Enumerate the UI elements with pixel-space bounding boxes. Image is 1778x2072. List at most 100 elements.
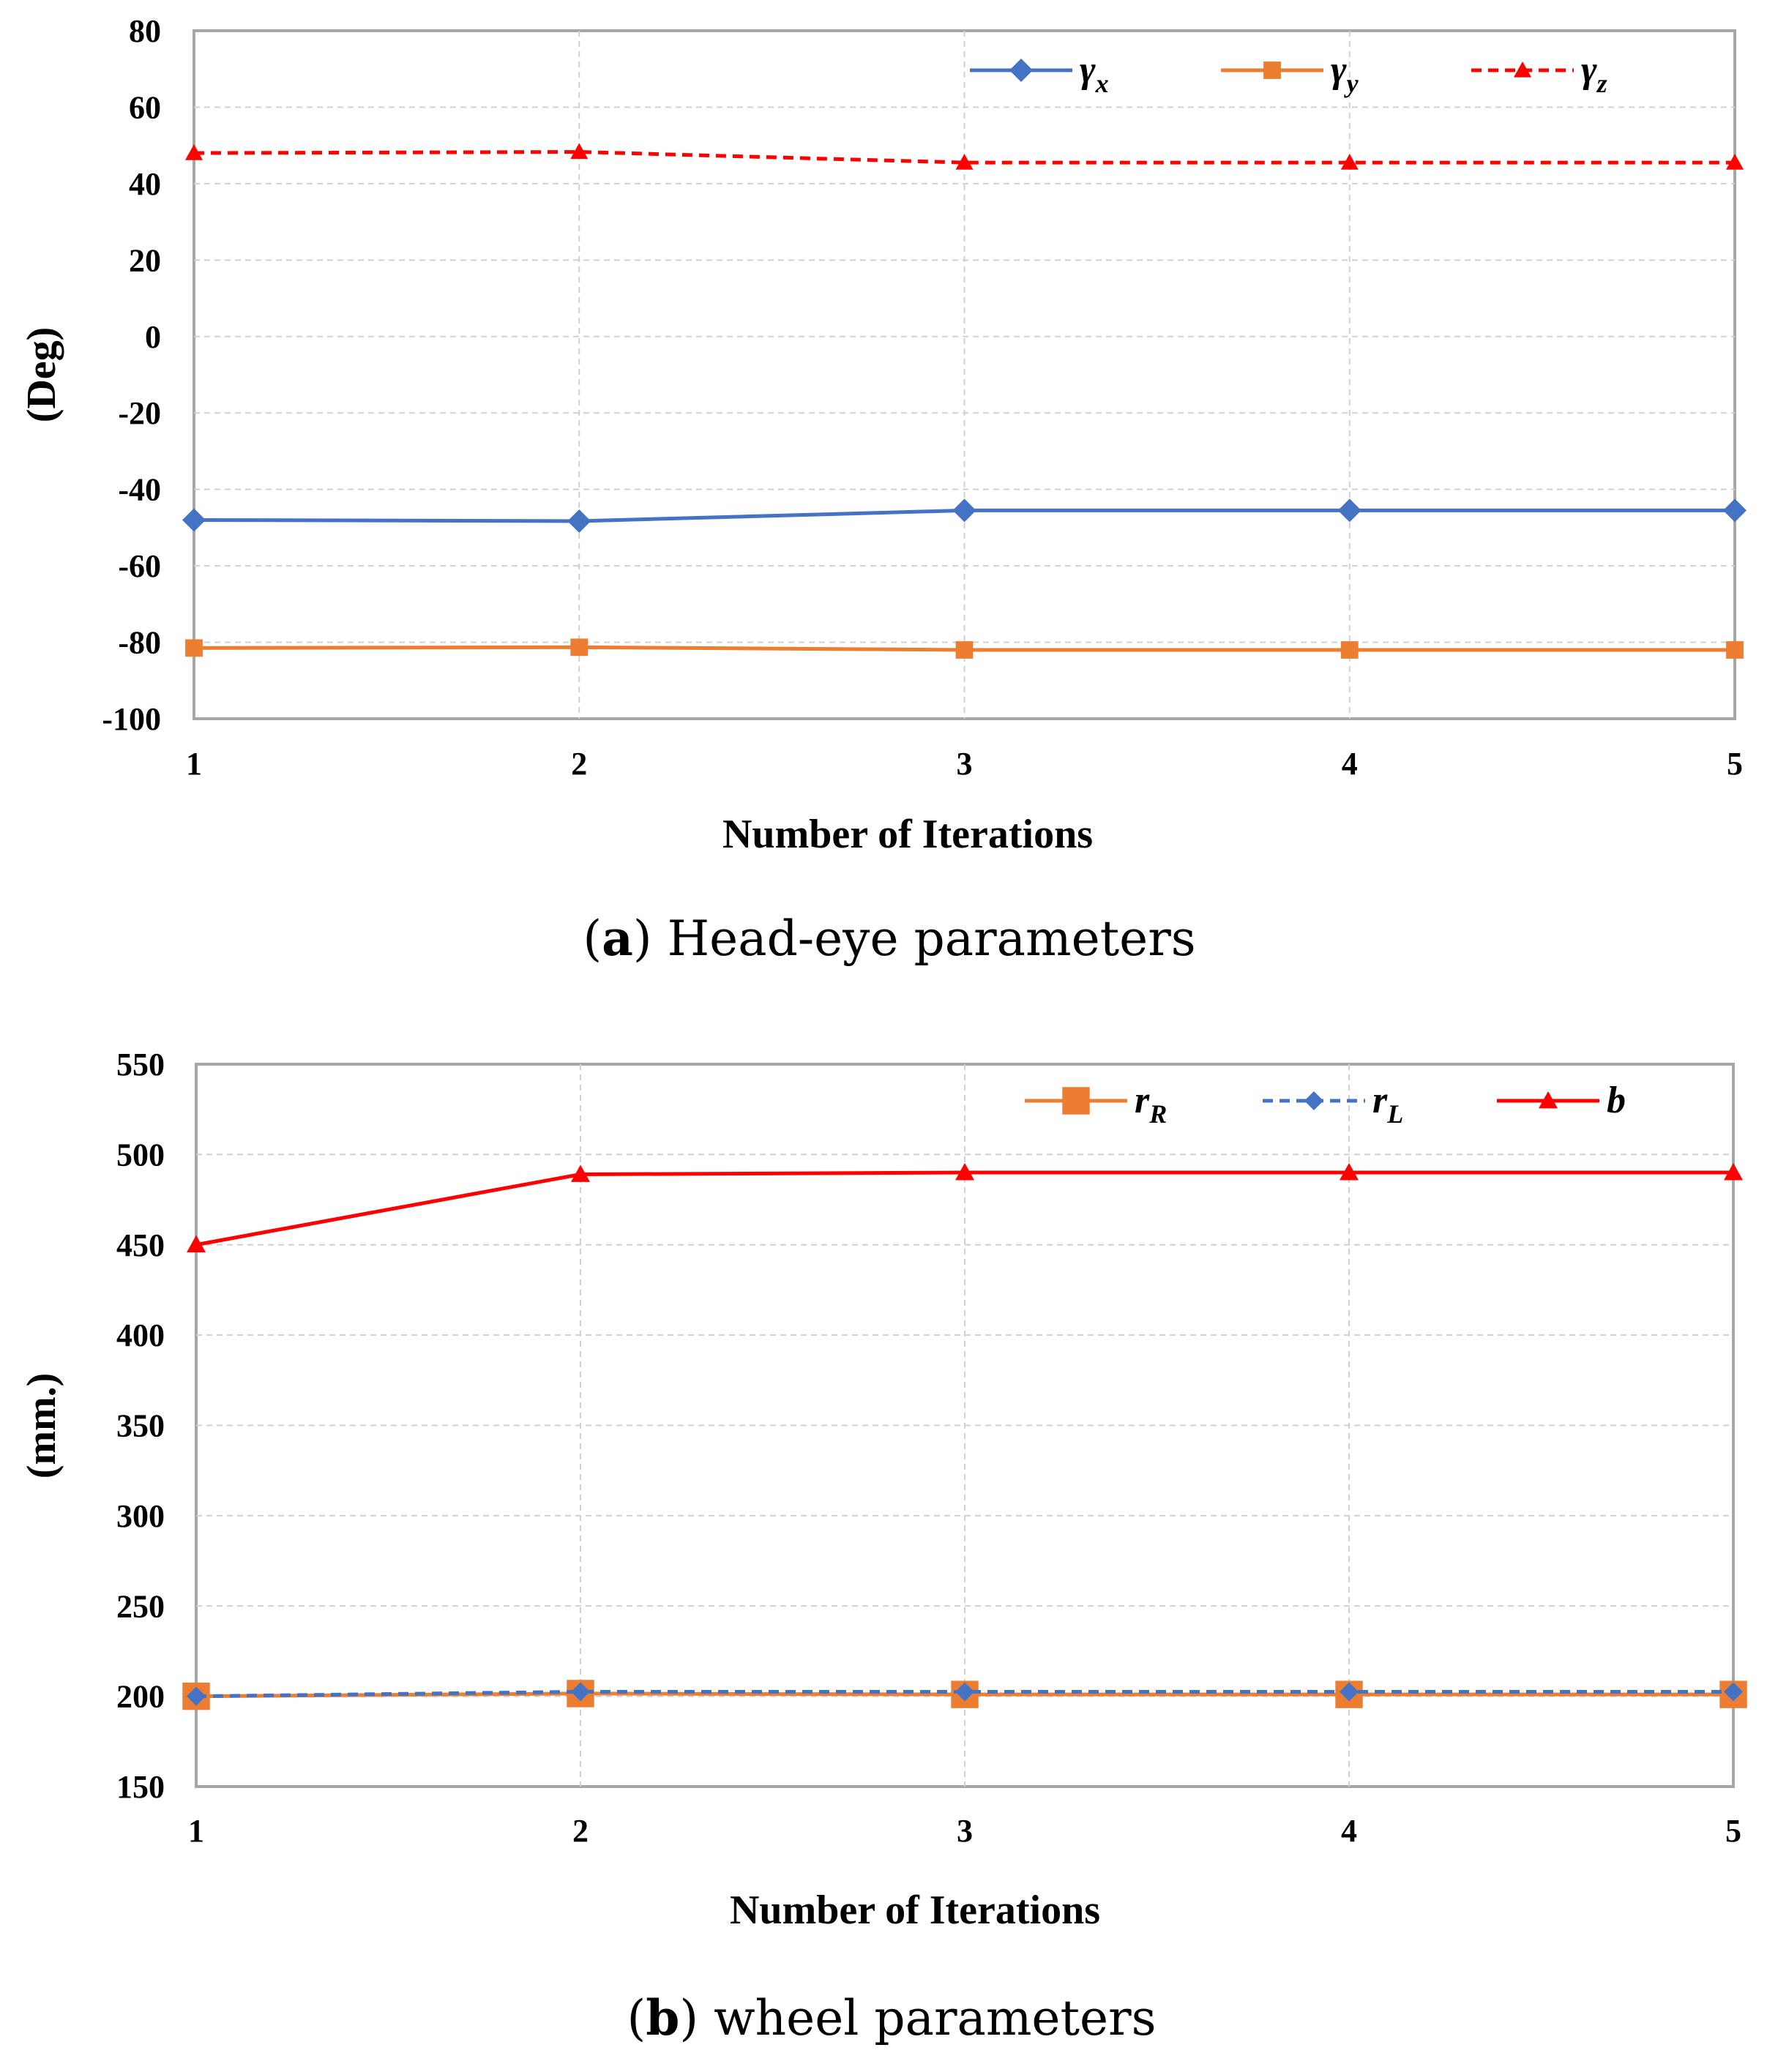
x-tick-label: 5 [1725, 1813, 1741, 1849]
data-point [187, 1686, 206, 1706]
y-tick-label: 0 [145, 319, 161, 355]
x-tick-label: 2 [572, 1813, 589, 1849]
legend-item-γz: γz [1471, 49, 1607, 98]
legend-label: γy [1331, 49, 1359, 98]
x-axis-title-b: Number of Iterations [730, 1888, 1100, 1933]
y-tick-label: 350 [116, 1408, 165, 1444]
data-point [182, 508, 206, 532]
y-tick-labels-a: 80 60 40 20 0 -20 -40 -60 -80 -100 [102, 13, 161, 737]
data-point [187, 1235, 206, 1253]
data-point [955, 641, 974, 659]
legend-marker [1514, 61, 1531, 78]
y-tick-labels-b: 550 500 450 400 350 300 250 200 150 [116, 1047, 165, 1805]
y-tick-label: 20 [129, 242, 161, 278]
caption-b-text: wheel parameters [698, 1990, 1156, 2046]
data-point [955, 1163, 974, 1181]
series-γx [182, 498, 1747, 534]
legend-marker [1304, 1091, 1323, 1110]
data-point [571, 1164, 590, 1182]
data-point [952, 498, 976, 523]
data-point [1340, 154, 1359, 170]
legend-label: rL [1372, 1080, 1403, 1129]
x-tick-label: 4 [1341, 1813, 1357, 1849]
data-point [1726, 154, 1744, 170]
legend-item-γy: γy [1221, 49, 1359, 98]
legend-marker [1539, 1091, 1558, 1109]
x-tick-label: 4 [1342, 746, 1358, 782]
x-tick-label: 3 [957, 746, 973, 782]
data-point [571, 1682, 590, 1702]
y-tick-label: 450 [116, 1227, 165, 1263]
data-point [570, 638, 589, 657]
chart-head-eye-parameters: 80 60 40 20 0 -20 -40 -60 -80 -100 1 2 3 4 5 γx γy γz N… [19, 13, 1747, 967]
data-point [1724, 1682, 1743, 1702]
x-tick-label: 5 [1727, 746, 1743, 782]
x-axis-title-a: Number of Iterations [722, 812, 1093, 857]
y-tick-label: 500 [116, 1137, 165, 1172]
legend-label: γz [1581, 49, 1607, 98]
y-tick-label: 250 [116, 1588, 165, 1624]
series-b [182, 1163, 1747, 1710]
legend-item-rL: rL [1263, 1080, 1403, 1129]
x-tick-label: 1 [186, 746, 202, 782]
data-point [1340, 641, 1359, 659]
caption-b: (b) wheel parameters [627, 1989, 1157, 2046]
series-line [195, 1689, 1733, 1699]
data-point [1724, 1163, 1743, 1181]
series-a [182, 143, 1747, 659]
caption-b-letter: b [646, 1989, 679, 2046]
y-tick-label: 60 [129, 89, 161, 125]
y-tick-label: 300 [116, 1498, 165, 1534]
data-point [1726, 641, 1744, 659]
data-point [1723, 498, 1747, 523]
y-tick-label: -80 [118, 625, 161, 661]
caption-a-letter: a [602, 910, 633, 967]
data-point [1340, 1682, 1359, 1702]
y-tick-label: 550 [116, 1047, 165, 1082]
y-tick-label: -40 [118, 472, 161, 508]
data-point [1337, 498, 1361, 523]
legend-a: γx γy γz [970, 49, 1607, 98]
y-tick-label: 200 [116, 1679, 165, 1715]
legend-label: γx [1080, 49, 1109, 98]
series-rL [187, 1682, 1743, 1706]
y-tick-label: 150 [116, 1769, 165, 1805]
y-tick-label: -100 [102, 701, 161, 737]
data-point [185, 144, 203, 160]
legend-label: b [1607, 1080, 1626, 1121]
data-point [955, 154, 974, 170]
y-tick-label: -60 [118, 548, 161, 584]
legend-item-rR: rR [1025, 1080, 1167, 1129]
y-tick-label: 80 [129, 13, 161, 49]
caption-a-text: Head-eye parameters [652, 910, 1196, 967]
x-tick-labels-a: 1 2 3 4 5 [186, 746, 1743, 782]
legend-item-b: b [1497, 1080, 1626, 1121]
y-axis-title-a: (Deg) [19, 327, 64, 423]
y-tick-label: 400 [116, 1317, 165, 1353]
caption-a: (a) Head-eye parameters [583, 910, 1195, 967]
y-tick-label: 40 [129, 166, 161, 202]
legend-b: rR rL b [1025, 1080, 1626, 1129]
series-line [193, 150, 1735, 165]
data-point [1340, 1163, 1359, 1181]
series-γz [185, 143, 1744, 170]
y-axis-title-b: (mm.) [19, 1373, 64, 1479]
x-tick-label: 2 [571, 746, 587, 782]
x-tick-label: 3 [957, 1813, 973, 1849]
x-tick-label: 1 [188, 1813, 204, 1849]
data-point [185, 639, 203, 657]
data-point [570, 143, 589, 160]
legend-label: rR [1135, 1080, 1167, 1129]
legend-marker [1009, 59, 1033, 82]
legend-marker [1263, 61, 1281, 79]
x-tick-labels-b: 1 2 3 4 5 [188, 1813, 1741, 1849]
data-point [567, 509, 591, 534]
y-tick-label: -20 [118, 395, 161, 431]
data-point [955, 1682, 974, 1702]
grid-a [194, 31, 1735, 719]
legend-item-γx: γx [970, 49, 1109, 98]
legend-marker [1062, 1087, 1090, 1115]
series-γy [185, 638, 1744, 659]
